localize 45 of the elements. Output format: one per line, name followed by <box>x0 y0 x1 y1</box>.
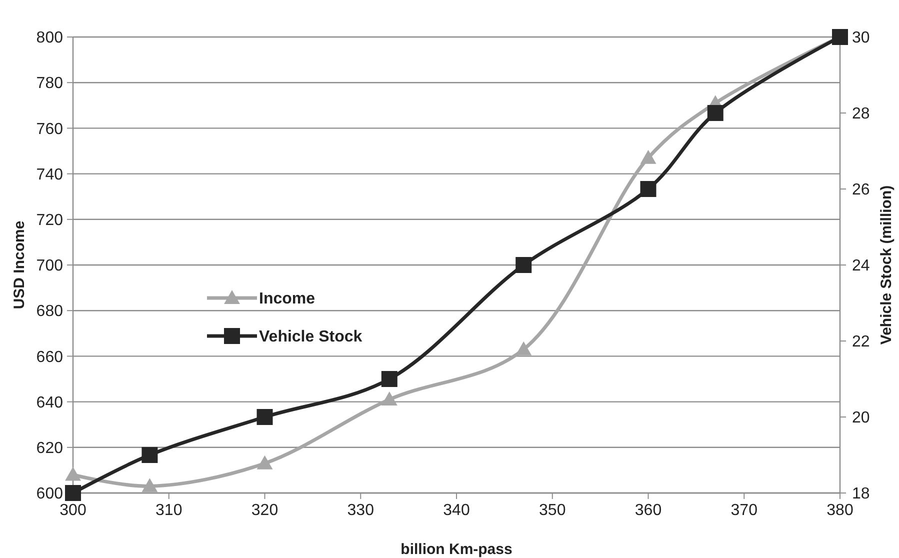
legend-label: Income <box>259 290 316 308</box>
x-tick-label: 310 <box>156 502 182 519</box>
point <box>640 150 656 164</box>
point <box>516 341 532 356</box>
point <box>516 257 532 273</box>
y-tick-label: 680 <box>36 303 64 320</box>
x-axis-title: billion Km-pass <box>400 541 512 558</box>
y-tick-label: 760 <box>36 120 64 138</box>
point <box>256 455 273 470</box>
y2-tick-label: 18 <box>852 486 870 503</box>
y2-tick-label: 24 <box>852 258 870 275</box>
legend-label: Vehicle Stock <box>259 328 362 346</box>
y-tick-label: 700 <box>36 258 64 275</box>
x-tick-label: 300 <box>60 502 86 519</box>
x-tick-label: 340 <box>443 502 470 519</box>
y2-axis-title: Vehicle Stock (million) <box>878 185 895 345</box>
y-tick-label: 720 <box>36 212 64 229</box>
point <box>381 371 398 387</box>
x-tick-label: 320 <box>251 502 278 519</box>
x-tick-label: 330 <box>347 502 374 519</box>
x-tick-label: 360 <box>634 502 662 519</box>
y-tick-label: 740 <box>36 166 64 184</box>
y2-tick-label: 30 <box>852 30 870 47</box>
point <box>381 392 398 406</box>
point <box>640 181 656 197</box>
y-tick-label: 620 <box>36 440 64 457</box>
y2-tick-label: 20 <box>852 410 870 427</box>
y-tick-label: 660 <box>36 348 64 366</box>
x-tick-label: 370 <box>730 502 758 519</box>
y2-tick-label: 28 <box>852 106 870 123</box>
y2-tick-label: 26 <box>852 182 870 199</box>
point <box>65 485 81 501</box>
y-tick-label: 640 <box>36 394 64 412</box>
x-tick-label: 350 <box>539 502 566 519</box>
point <box>142 478 158 492</box>
y2-tick-label: 22 <box>852 334 870 351</box>
y-axis-title: USD Income <box>11 220 28 310</box>
point <box>65 466 81 481</box>
x-tick-label: 380 <box>826 502 854 519</box>
point <box>142 447 158 463</box>
y-tick-label: 780 <box>36 75 64 92</box>
y-tick-label: 600 <box>36 486 64 503</box>
point <box>707 105 724 121</box>
point <box>256 409 273 425</box>
y-tick-label: 800 <box>36 30 64 47</box>
